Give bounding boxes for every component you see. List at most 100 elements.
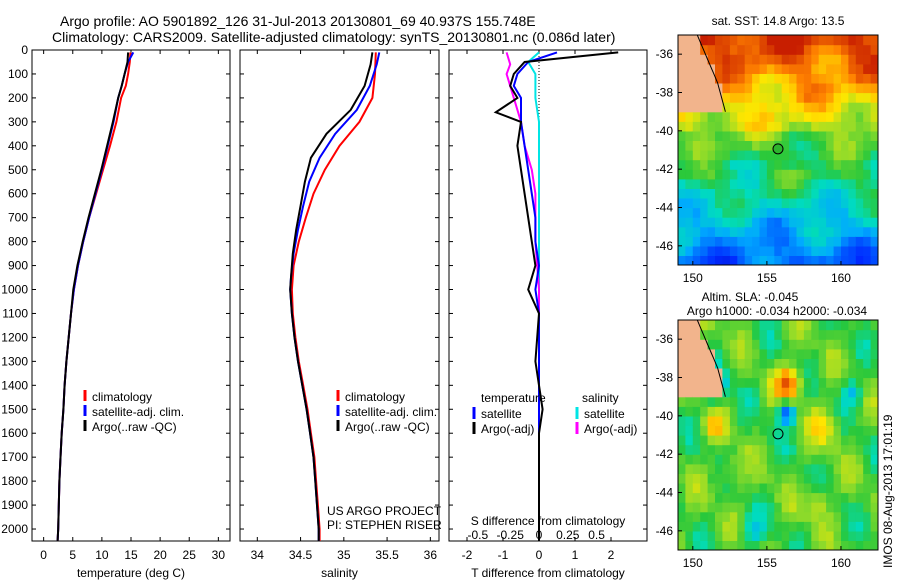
map-cell bbox=[803, 435, 812, 446]
map-cell bbox=[722, 111, 731, 122]
map-cell bbox=[759, 111, 768, 122]
map-cell bbox=[789, 54, 798, 65]
map-cell bbox=[737, 236, 746, 247]
map-cell bbox=[766, 236, 775, 247]
map-cell bbox=[737, 54, 746, 65]
map-cell bbox=[841, 44, 849, 55]
map-cell bbox=[818, 482, 827, 494]
map-cell bbox=[752, 358, 761, 369]
map-cell bbox=[789, 197, 798, 209]
map-cell bbox=[729, 169, 738, 180]
map-cell bbox=[781, 435, 790, 446]
map-cell bbox=[715, 530, 723, 541]
map-cell bbox=[803, 245, 812, 256]
map-cell bbox=[833, 245, 842, 256]
map-cell bbox=[863, 102, 872, 113]
map-cell bbox=[803, 367, 812, 379]
map-cell bbox=[707, 425, 716, 436]
map-cell bbox=[781, 236, 790, 247]
map-cell bbox=[700, 111, 709, 122]
map-cell bbox=[759, 387, 768, 398]
x-tick-label: 20 bbox=[153, 548, 167, 562]
map-cell bbox=[685, 150, 694, 161]
map-cell bbox=[737, 178, 746, 189]
map-cell bbox=[707, 197, 716, 209]
map-cell bbox=[692, 387, 701, 398]
map-cell bbox=[803, 217, 812, 228]
map-cell bbox=[870, 130, 878, 141]
difference-panel: -2 -1 0 1 2 T difference from climatology temp… bbox=[448, 49, 648, 580]
map-cell bbox=[759, 339, 768, 350]
map-cell bbox=[744, 82, 753, 94]
map-cell bbox=[692, 111, 701, 122]
map-cell bbox=[744, 367, 753, 379]
map-cell bbox=[841, 236, 849, 247]
map-cell bbox=[759, 255, 768, 265]
map-cell bbox=[826, 511, 835, 522]
map-cell bbox=[766, 339, 775, 350]
map-cell bbox=[818, 111, 827, 122]
map-cell bbox=[752, 111, 761, 122]
map-cell bbox=[781, 255, 790, 265]
map-cell bbox=[774, 236, 783, 247]
map-cell bbox=[700, 377, 709, 388]
map-cell bbox=[722, 82, 731, 94]
map-cell bbox=[737, 358, 746, 369]
map-cell bbox=[789, 207, 798, 218]
map-cell bbox=[707, 367, 716, 379]
map-cell bbox=[826, 111, 835, 122]
map-cell bbox=[863, 111, 872, 122]
map-cell bbox=[803, 329, 812, 340]
map-cell bbox=[707, 73, 716, 84]
map-cell bbox=[766, 396, 775, 407]
map-cell bbox=[692, 444, 701, 455]
y-tick-label: -44 bbox=[656, 201, 674, 215]
map-cell bbox=[766, 387, 775, 398]
map-cell bbox=[826, 435, 835, 446]
map-cell bbox=[707, 358, 716, 369]
map-cell bbox=[870, 245, 878, 256]
map-cell bbox=[811, 444, 820, 455]
map-cell bbox=[863, 130, 872, 141]
map-cell bbox=[774, 511, 783, 522]
map-cell bbox=[678, 406, 686, 417]
map-cell bbox=[811, 159, 820, 170]
map-cell bbox=[722, 415, 731, 426]
map-cell bbox=[744, 121, 753, 132]
map-cell bbox=[722, 226, 731, 237]
map-cell bbox=[737, 111, 746, 122]
map-cell bbox=[766, 207, 775, 218]
map-cell bbox=[692, 511, 701, 522]
map-cell bbox=[781, 425, 790, 436]
map-cell bbox=[863, 178, 872, 189]
map-cell bbox=[737, 406, 746, 417]
map-cell bbox=[729, 111, 738, 122]
map-cell bbox=[692, 320, 701, 331]
map-cell bbox=[826, 444, 835, 455]
map-cell bbox=[826, 178, 835, 189]
map-cell bbox=[803, 111, 812, 122]
map-cell bbox=[700, 492, 709, 503]
map-cell bbox=[678, 140, 686, 151]
map-cell bbox=[841, 425, 849, 436]
map-cell bbox=[811, 425, 820, 436]
map-cell bbox=[774, 63, 783, 74]
map-cell bbox=[826, 358, 835, 369]
map-cell bbox=[870, 482, 878, 494]
map-cell bbox=[774, 150, 783, 161]
map-cell bbox=[803, 178, 812, 189]
map-cell bbox=[789, 521, 798, 532]
map-cell bbox=[692, 130, 701, 141]
top-tick-label: 0.5 bbox=[588, 528, 605, 542]
map-cell bbox=[729, 530, 738, 541]
map-cell bbox=[707, 169, 716, 180]
map-cell bbox=[678, 425, 686, 436]
map-cell bbox=[707, 444, 716, 455]
map-cell bbox=[826, 521, 835, 532]
map-cell bbox=[863, 540, 872, 550]
map-cell bbox=[752, 463, 761, 474]
map-cell bbox=[826, 415, 835, 426]
map-cell bbox=[841, 492, 849, 503]
map-cell bbox=[700, 188, 709, 199]
imos-stamp: IMOS 08-Aug-2013 17:01:19 bbox=[881, 414, 895, 568]
